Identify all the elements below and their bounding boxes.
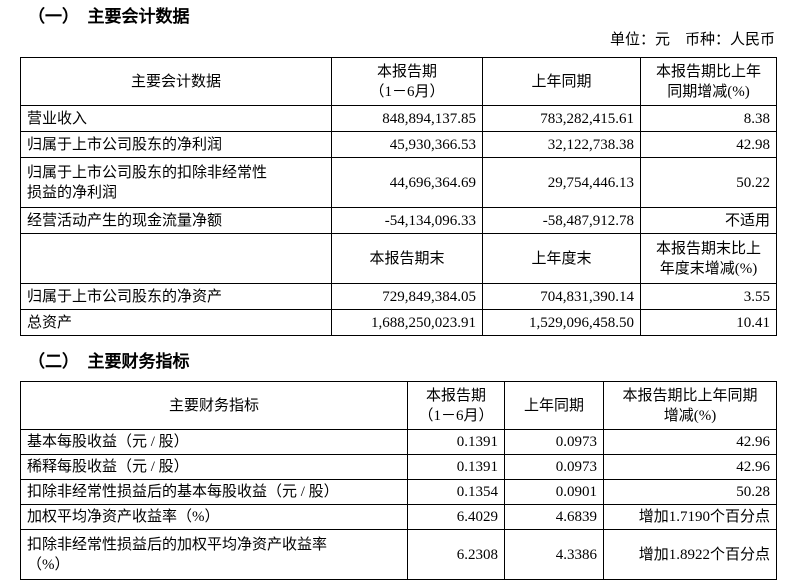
row-label: 扣除非经常性损益后的加权平均净资产收益率 （%） [20,529,408,580]
cell-current: 0.1391 [407,429,505,455]
subheader-empty [20,233,332,284]
cell-prior: -58,487,912.78 [482,207,641,234]
col-header-change: 本报告期比上年 同期增减(%) [640,57,777,106]
table-row: 总资产 1,688,250,023.91 1,529,096,458.50 10… [20,309,777,336]
row-label: 归属于上市公司股东的净资产 [20,283,332,310]
col-header-change: 本报告期比上年同期 增减(%) [603,381,777,430]
section2-title: （二） 主要财务指标 [28,352,190,371]
col-header-current-period: 本报告期 （1－6月） [331,57,483,106]
table-header-row: 主要会计数据 本报告期 （1－6月） 上年同期 本报告期比上年 同期增减(%) [20,57,777,106]
table-subheader-row: 本报告期末 上年度末 本报告期末比上 年度末增减(%) [20,233,777,284]
cell-current: 848,894,137.85 [331,105,483,132]
table-row: 扣除非经常性损益后的加权平均净资产收益率 （%） 6.2308 4.3386 增… [20,529,777,580]
subheader-period-end: 本报告期末 [331,233,483,284]
subheader-change: 本报告期末比上 年度末增减(%) [640,233,777,284]
section1-title: （一） 主要会计数据 [28,7,190,26]
table-row: 归属于上市公司股东的净资产 729,849,384.05 704,831,390… [20,283,777,310]
cell-prior: 0.0973 [504,454,604,480]
col-header-metric: 主要会计数据 [20,57,332,106]
col-header-current-period: 本报告期 （1－6月） [407,381,505,430]
table-row: 归属于上市公司股东的净利润 45,930,366.53 32,122,738.3… [20,131,777,158]
row-label: 扣除非经常性损益后的基本每股收益（元 / 股） [20,479,408,505]
cell-current: 729,849,384.05 [331,283,483,310]
cell-change: 42.98 [640,131,777,158]
row-label: 营业收入 [20,105,332,132]
cell-current: 1,688,250,023.91 [331,309,483,336]
cell-change: 3.55 [640,283,777,310]
row-label: 归属于上市公司股东的扣除非经常性 损益的净利润 [20,157,332,208]
cell-change: 不适用 [640,207,777,234]
cell-change: 42.96 [603,454,777,480]
cell-prior: 1,529,096,458.50 [482,309,641,336]
table-row: 基本每股收益（元 / 股） 0.1391 0.0973 42.96 [20,429,777,455]
cell-change: 增加1.8922个百分点 [603,529,777,580]
row-label: 总资产 [20,309,332,336]
table-row: 扣除非经常性损益后的基本每股收益（元 / 股） 0.1354 0.0901 50… [20,479,777,505]
row-label: 经营活动产生的现金流量净额 [20,207,332,234]
col-header-prior-period: 上年同期 [504,381,604,430]
table-header-row: 主要财务指标 本报告期 （1－6月） 上年同期 本报告期比上年同期 增减(%) [20,381,777,430]
cell-change: 42.96 [603,429,777,455]
col-header-metric: 主要财务指标 [20,381,408,430]
cell-current: 6.4029 [407,504,505,530]
cell-change: 50.22 [640,157,777,208]
cell-current: 44,696,364.69 [331,157,483,208]
cell-current: 6.2308 [407,529,505,580]
cell-change: 增加1.7190个百分点 [603,504,777,530]
cell-change: 8.38 [640,105,777,132]
table-row: 归属于上市公司股东的扣除非经常性 损益的净利润 44,696,364.69 29… [20,157,777,208]
cell-prior: 783,282,415.61 [482,105,641,132]
cell-prior: 704,831,390.14 [482,283,641,310]
row-label: 稀释每股收益（元 / 股） [20,454,408,480]
col-header-prior-period: 上年同期 [482,57,641,106]
cell-current: -54,134,096.33 [331,207,483,234]
row-label: 加权平均净资产收益率（%） [20,504,408,530]
subheader-prior-year-end: 上年度末 [482,233,641,284]
table-row: 经营活动产生的现金流量净额 -54,134,096.33 -58,487,912… [20,207,777,234]
cell-prior: 4.3386 [504,529,604,580]
unit-currency-note: 单位：元 币种：人民币 [609,32,775,48]
accounting-data-table: 主要会计数据 本报告期 （1－6月） 上年同期 本报告期比上年 同期增减(%) … [20,57,777,336]
table-row: 加权平均净资产收益率（%） 6.4029 4.6839 增加1.7190个百分点 [20,504,777,530]
cell-prior: 29,754,446.13 [482,157,641,208]
table-row: 稀释每股收益（元 / 股） 0.1391 0.0973 42.96 [20,454,777,480]
row-label: 基本每股收益（元 / 股） [20,429,408,455]
table-row: 营业收入 848,894,137.85 783,282,415.61 8.38 [20,105,777,132]
cell-prior: 4.6839 [504,504,604,530]
cell-prior: 0.0973 [504,429,604,455]
cell-change: 50.28 [603,479,777,505]
cell-current: 45,930,366.53 [331,131,483,158]
cell-prior: 0.0901 [504,479,604,505]
row-label: 归属于上市公司股东的净利润 [20,131,332,158]
financial-indicators-table: 主要财务指标 本报告期 （1－6月） 上年同期 本报告期比上年同期 增减(%) … [20,381,777,580]
cell-change: 10.41 [640,309,777,336]
cell-current: 0.1354 [407,479,505,505]
cell-current: 0.1391 [407,454,505,480]
cell-prior: 32,122,738.38 [482,131,641,158]
